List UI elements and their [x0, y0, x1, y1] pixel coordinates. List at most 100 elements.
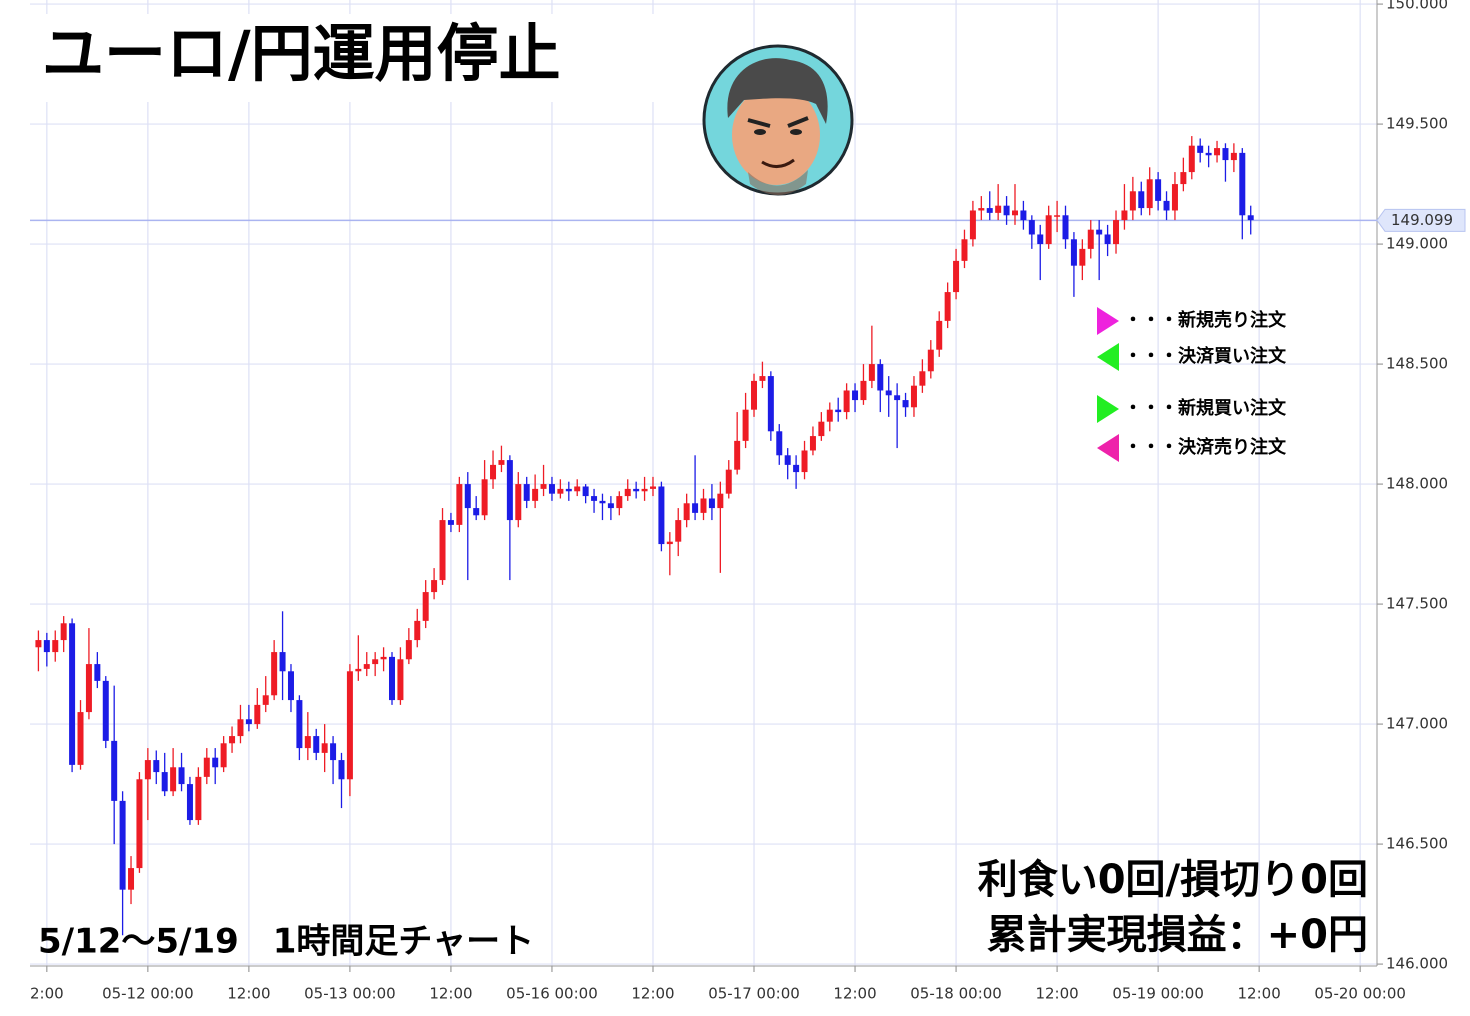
candle-body: [136, 779, 143, 869]
candle-body: [372, 659, 379, 665]
legend-marker: [1097, 343, 1119, 371]
candle-body: [1079, 248, 1086, 266]
candle-body: [751, 380, 758, 410]
candle-body: [809, 436, 816, 451]
candle-body: [557, 488, 564, 494]
candle-body: [633, 488, 640, 492]
candle-body: [616, 496, 623, 509]
y-tick-label: 147.500: [1386, 595, 1448, 613]
x-tick-label: 05-19 00:00: [1112, 985, 1204, 1003]
overlay: ユーロ/円運用停止 5/12～5/19 1時間足チャート 利食い0回/損切り0回…: [30, 14, 1466, 962]
summary-line: 累計実現損益：+0円: [987, 912, 1368, 958]
candle-body: [1045, 215, 1052, 245]
candle-body: [405, 640, 412, 660]
candle-body: [456, 484, 463, 525]
candle-body: [279, 652, 286, 672]
candle-body: [330, 743, 337, 761]
candle-body: [431, 580, 438, 593]
candle-body: [60, 623, 67, 641]
y-tick-label: 149.500: [1386, 115, 1448, 133]
candle-body: [843, 390, 850, 413]
candle-body: [170, 767, 177, 792]
candle-body: [936, 320, 943, 350]
avatar: [702, 44, 854, 196]
legend-label: ・・・決済売り注文: [1124, 436, 1287, 458]
candle-body: [43, 640, 50, 653]
candle-body: [574, 486, 581, 492]
candle-body: [649, 486, 656, 489]
avatar-eye: [754, 129, 766, 135]
candle-body: [161, 772, 168, 792]
candle-body: [498, 460, 505, 465]
candle-body: [776, 431, 783, 456]
candle-body: [582, 486, 589, 497]
x-tick-label: 12:00: [227, 985, 270, 1003]
candle-body: [793, 464, 800, 473]
candle-body: [826, 409, 833, 422]
candle-body: [641, 488, 648, 492]
y-tick-label: 147.000: [1386, 715, 1448, 733]
candle-body: [986, 208, 993, 213]
candle-body: [1180, 172, 1187, 185]
candle-body: [481, 479, 488, 516]
legend-marker: [1097, 307, 1119, 335]
x-tick-label: 05-12 00:00: [102, 985, 194, 1003]
candle-body: [128, 868, 135, 890]
candle-body: [978, 208, 985, 211]
candle-body: [759, 376, 766, 381]
grid: 146.000 146.500 147.000 147.500 148.000 148.5…: [30, 0, 1448, 1003]
title-background: [30, 14, 670, 102]
candle-body: [296, 700, 303, 749]
candle-body: [439, 520, 446, 581]
candle-body: [927, 349, 934, 372]
candle-body: [111, 740, 118, 801]
candle-body: [346, 671, 353, 780]
candle-body: [692, 503, 699, 513]
candle-body: [700, 498, 707, 513]
legend-marker: [1097, 434, 1119, 462]
candle-body: [877, 364, 884, 391]
candle-body: [85, 664, 92, 713]
x-tick-label: 05-17 00:00: [708, 985, 800, 1003]
candle-body: [835, 409, 842, 413]
candle-body: [1121, 210, 1128, 221]
candle-body: [540, 484, 547, 489]
candle-body: [262, 695, 269, 705]
candle-body: [1087, 229, 1094, 249]
candle-body: [1155, 179, 1162, 201]
candle-body: [894, 395, 901, 401]
candle-body: [725, 469, 732, 494]
candle-body: [801, 450, 808, 473]
candle-body: [599, 500, 606, 504]
candle-body: [944, 292, 951, 321]
avatar-eye: [790, 129, 802, 135]
candle-body: [1062, 215, 1069, 240]
avatar-brows: [747, 116, 809, 128]
candle-body: [94, 664, 101, 681]
candle-body: [186, 784, 193, 821]
candle-body: [1011, 210, 1018, 216]
candle-body: [818, 421, 825, 437]
candle-body: [885, 390, 892, 396]
candle-body: [1113, 220, 1120, 245]
candle-body: [1020, 210, 1027, 221]
last-price-badge: [1376, 208, 1466, 232]
chart-subtitle: 5/12～5/19 1時間足チャート: [38, 922, 534, 962]
summary-line: 利食い0回/損切り0回: [978, 857, 1368, 903]
y-tick-label: 149.000: [1386, 235, 1448, 253]
x-tick-label: 2:00: [30, 985, 64, 1003]
y-tick-label: 148.000: [1386, 475, 1448, 493]
candle-body: [1188, 145, 1195, 173]
candle-body: [683, 503, 690, 521]
x-tick-label: 05-20 00:00: [1314, 985, 1406, 1003]
candle-body: [254, 704, 261, 725]
candle-body: [1096, 229, 1103, 235]
candle-body: [784, 455, 791, 465]
avatar-face: [732, 85, 820, 185]
candle-body: [860, 380, 867, 401]
candle-body: [313, 736, 320, 753]
candle-body: [852, 390, 859, 401]
candle-body: [464, 484, 471, 509]
